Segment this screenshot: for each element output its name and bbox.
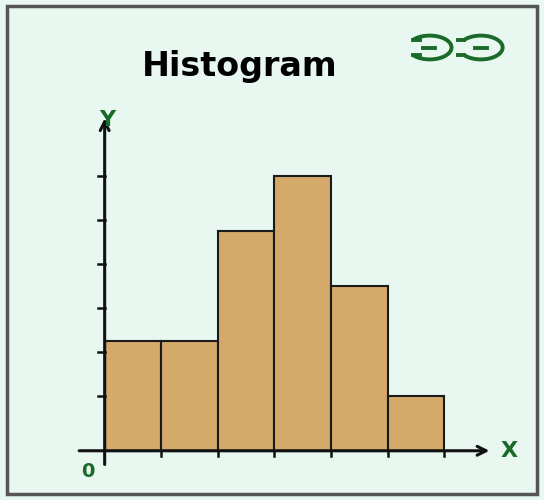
Text: Y: Y [100, 110, 115, 130]
Bar [387, 396, 444, 451]
Bar [218, 231, 274, 451]
Bar [331, 286, 387, 451]
Bar [104, 341, 161, 451]
Bar [274, 176, 331, 451]
Bar [161, 341, 218, 451]
Text: 0: 0 [81, 462, 94, 481]
Text: X: X [500, 441, 518, 461]
Text: Histogram: Histogram [141, 50, 337, 83]
